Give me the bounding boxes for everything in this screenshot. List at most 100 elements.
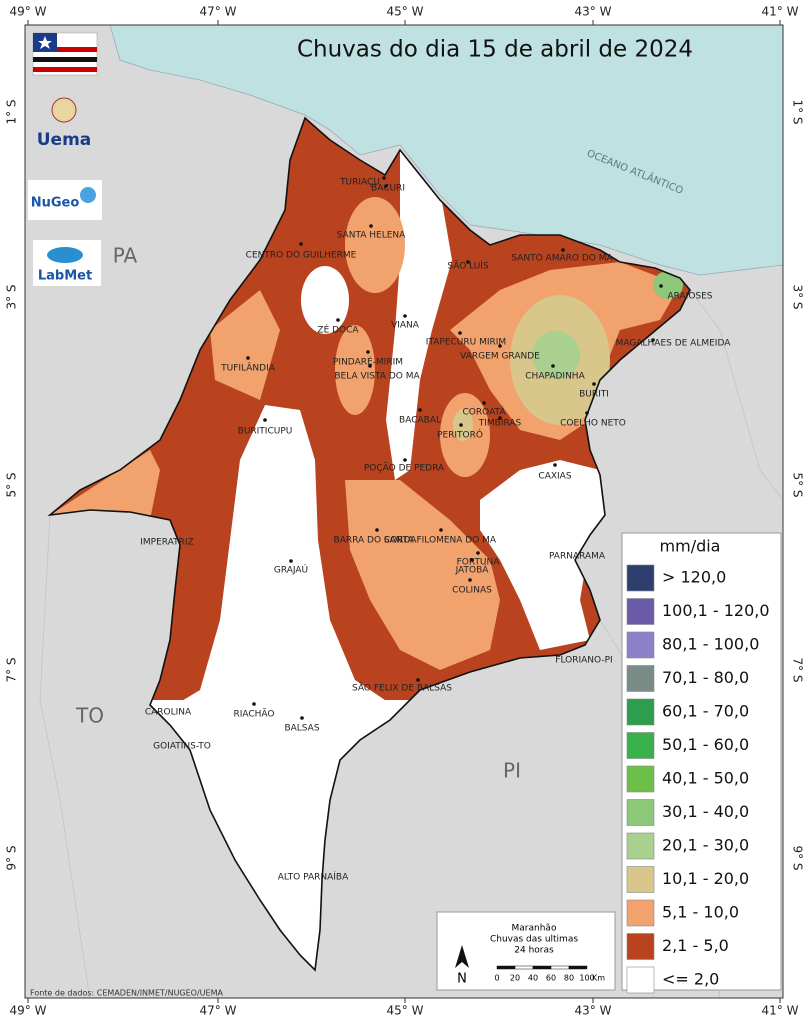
longitude-label: 45° W [387, 5, 424, 19]
city-label: FORTUNA [457, 558, 501, 568]
city-label: BACURI [371, 184, 405, 194]
zone-30-40 [653, 271, 683, 299]
city-label: BURITICUPU [238, 427, 293, 437]
city-dot [551, 364, 555, 368]
city-dot [468, 578, 472, 582]
zone-5-10 [335, 325, 375, 415]
city-dot [466, 260, 470, 264]
latitude-label: 7° S [791, 657, 805, 682]
map-title: Chuvas do dia 15 de abril de 2024 [297, 37, 693, 63]
latitude-label: 5° S [5, 472, 19, 497]
city-dot [459, 423, 463, 427]
longitude-label: 41° W [762, 5, 799, 19]
legend-label: 80,1 - 100,0 [662, 635, 759, 654]
map-frame [24, 24, 784, 999]
latitude-label: 9° S [791, 845, 805, 870]
legend-swatch [626, 732, 655, 759]
legend-swatch [626, 765, 655, 793]
sea [109, 25, 783, 276]
legend-label: 50,1 - 60,0 [662, 735, 749, 754]
city-label: VARGEM GRANDE [460, 352, 540, 362]
city-dot [375, 528, 379, 532]
legend-swatch [626, 832, 655, 860]
legend-label: 5,1 - 10,0 [662, 903, 739, 922]
city-label: CAROLINA [145, 708, 192, 718]
longitude-label: 43° W [575, 1004, 612, 1018]
city-dot [458, 331, 462, 335]
city-label: SÃO LUÍS [447, 260, 489, 272]
city-dot [659, 284, 663, 288]
city-label: PINDARÉ-MIRIM [333, 356, 403, 368]
scale-segment [514, 965, 534, 970]
legend-swatch [626, 598, 655, 625]
city-dot [651, 338, 655, 342]
legend-label: 10,1 - 20,0 [662, 869, 749, 888]
scale-segment [532, 965, 552, 970]
city-label: BARRA DO CORDA [334, 536, 418, 546]
legend-label: <= 2,0 [662, 970, 719, 989]
city-dot [592, 382, 596, 386]
city-label: BACABAL [399, 416, 441, 426]
legend-swatch [626, 933, 655, 960]
city-label: SANTA FILOMENA DO MA [384, 536, 497, 546]
city-dot [470, 558, 474, 562]
labmet-logo: LabMet [38, 269, 92, 284]
city-label: ALTO PARNAÍBA [278, 871, 349, 883]
uema-logo: Uema [37, 130, 92, 150]
city-dot [336, 318, 340, 322]
city-dot [482, 401, 486, 405]
city-label: ZÉ DOCA [317, 324, 359, 336]
zone-le-2 [301, 266, 349, 334]
legend-swatch [626, 866, 655, 893]
scale-segment [496, 965, 516, 970]
legend-swatch [626, 899, 655, 927]
scale-segment [568, 965, 588, 970]
city-dot [561, 248, 565, 252]
nugeo-logo: NuGeo [31, 196, 80, 211]
labmet-icon [47, 247, 83, 263]
city-dot [382, 176, 386, 180]
state-label: TO [75, 704, 104, 728]
legend-label: 2,1 - 5,0 [662, 936, 729, 955]
legend-label: 30,1 - 40,0 [662, 802, 749, 821]
legend-label: > 120,0 [662, 568, 726, 587]
city-dot [263, 418, 267, 422]
city-label: SÃO FELIX DE BALSAS [352, 683, 452, 694]
city-dot [476, 551, 480, 555]
nugeo-globe [80, 187, 96, 203]
latitude-label: 5° S [791, 472, 805, 497]
legend-swatch [626, 698, 655, 726]
legend-swatch [626, 966, 655, 994]
zone-5-10 [345, 197, 405, 293]
longitude-label: 47° W [200, 1004, 237, 1018]
latitude-label: 3° S [791, 284, 805, 309]
state-label: PA [113, 244, 138, 268]
latitude-label: 9° S [5, 845, 19, 870]
city-label: JATOBÁ [455, 564, 490, 576]
city-label: BALSAS [284, 724, 319, 734]
flag [32, 32, 98, 76]
city-label: BELA VISTA DO MA [334, 372, 420, 382]
zone-5-10 [50, 450, 160, 520]
city-dot [289, 559, 293, 563]
scale-tick: 80 [564, 974, 574, 983]
legend-swatch [626, 799, 655, 826]
state-labels: PA TO PI [75, 244, 521, 783]
city-label: TIMBIRAS [478, 419, 522, 429]
zone-20-30 [532, 331, 580, 379]
city-label: TUFILÂNDIA [220, 362, 276, 374]
city-dot [300, 716, 304, 720]
scale-text: Chuvas das ultimas [490, 935, 578, 945]
scale-tick: 60 [546, 974, 556, 983]
scale-tick: 100 [579, 974, 594, 983]
coordinates: 49° W 49° W 47° W 47° W 45° W 45° W 43° W 43° W… [5, 5, 805, 1018]
city-label: CHAPADINHA [525, 372, 585, 382]
scale-text: Maranhão [512, 924, 557, 934]
latitude-label: 3° S [5, 284, 19, 309]
longitude-label: 43° W [575, 5, 612, 19]
city-label: SANTO AMARO DO MA [511, 254, 613, 264]
city-label: GRAJAÚ [274, 564, 308, 576]
uema-emblem [51, 97, 77, 123]
